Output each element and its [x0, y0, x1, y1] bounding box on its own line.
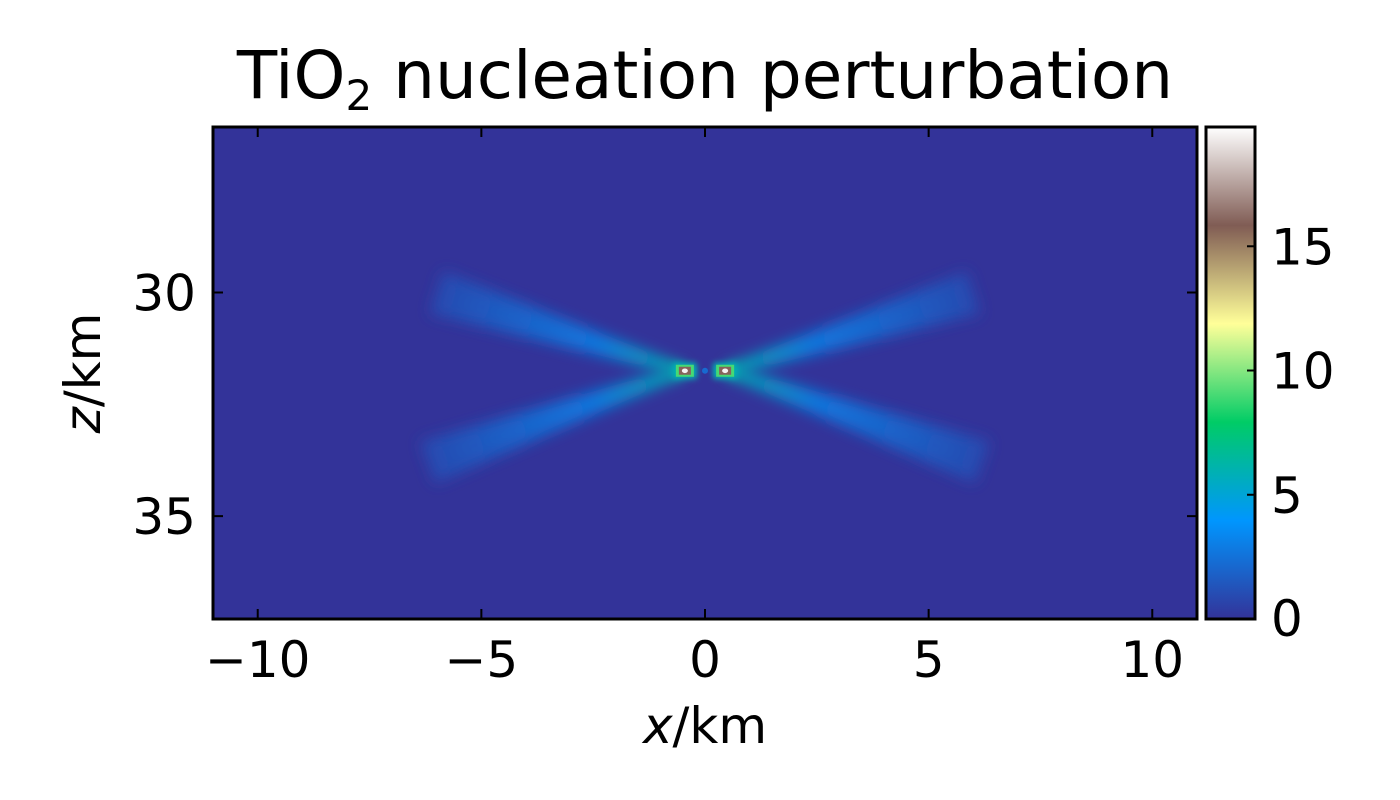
field-center	[702, 367, 708, 374]
colorbar-tick-label: 0	[1271, 590, 1303, 648]
plume-arm	[429, 271, 685, 376]
x-tick-label: −5	[445, 631, 519, 689]
heatmap-field	[420, 271, 990, 484]
colorbar: 0 5 10 15	[1204, 125, 1335, 648]
x-tick-label: −10	[205, 631, 311, 689]
y-axis-unit: /km	[54, 313, 112, 408]
x-axis-ticks: −10 −5 0 5 10	[205, 127, 1184, 689]
y-tick-label: 30	[132, 264, 196, 322]
title-suffix: nucleation perturbation	[372, 37, 1173, 114]
y-axis-variable: z	[54, 405, 112, 434]
title-subscript: 2	[345, 71, 372, 120]
y-axis-label: z/km	[54, 313, 112, 435]
peak-max	[681, 368, 688, 374]
colorbar-tick-label: 15	[1271, 218, 1335, 276]
y-axis-ticks: 30 35	[132, 264, 1197, 546]
chart-title: TiO2 nucleation perturbation	[236, 37, 1173, 120]
x-axis-unit: /km	[673, 697, 768, 755]
x-axis-label: x/km	[641, 697, 767, 755]
title-prefix: TiO	[236, 37, 346, 114]
colorbar-ticks: 0 5 10 15	[1247, 218, 1335, 648]
plume-arm	[725, 366, 990, 484]
colorbar-frame	[1204, 125, 1257, 621]
colorbar-gradient	[1206, 127, 1255, 619]
plume-arm	[725, 271, 981, 376]
x-axis-variable: x	[641, 697, 673, 755]
colorbar-tick-label: 5	[1271, 467, 1303, 525]
peak-max	[722, 368, 729, 374]
plume-arm	[420, 366, 685, 484]
colorbar-tick-label: 10	[1271, 343, 1335, 401]
plot-area: −10 −5 0 5 10 30 35	[132, 125, 1199, 689]
x-tick-label: 0	[689, 631, 721, 689]
y-tick-label: 35	[132, 488, 196, 546]
x-tick-label: 5	[913, 631, 945, 689]
x-tick-label: 10	[1120, 631, 1184, 689]
